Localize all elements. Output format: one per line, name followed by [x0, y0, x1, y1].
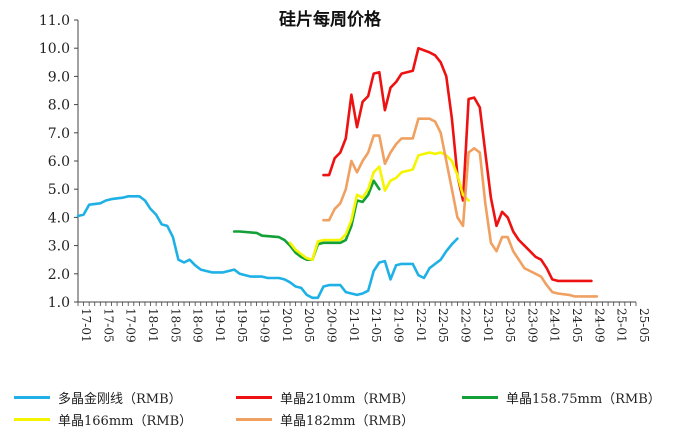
- x-tick-label: 17-05: [101, 308, 115, 343]
- legend-label: 单晶210mm（RMB）: [280, 391, 415, 407]
- legend-item-mono-158: 单晶158.75mm（RMB）: [462, 388, 661, 407]
- x-tick-label: 18-05: [168, 308, 182, 343]
- x-tick-label: 24-01: [548, 308, 562, 343]
- y-tick-label: 2.0: [48, 267, 70, 283]
- legend-swatch: [14, 395, 50, 399]
- series-line-0: [76, 195, 459, 300]
- y-tick-label: 4.0: [48, 210, 70, 226]
- chart-title: 硅片每周价格: [279, 9, 382, 30]
- x-tick-label: 22-09: [458, 308, 472, 343]
- y-tick-label: 1.0: [48, 295, 70, 311]
- legend-item-multi-diamond: 多晶金刚线（RMB）: [14, 388, 182, 407]
- y-tick-label: 10.0: [39, 41, 70, 57]
- series-layer: [76, 46, 599, 300]
- legend-label: 多晶金刚线（RMB）: [58, 391, 182, 407]
- series-line-3: [288, 151, 470, 262]
- chart: 硅片每周价格 1.0 2.0 3.0 4.0 5.0 6.0 7.0 8.0 9.0 10.0 11…: [39, 9, 651, 343]
- legend: 多晶金刚线（RMB） 单晶210mm（RMB） 单晶158.75mm（RMB） …: [0, 384, 683, 432]
- x-tick-label: 23-01: [481, 308, 495, 343]
- legend-label: 单晶182mm（RMB）: [280, 413, 415, 429]
- y-tick-label: 8.0: [48, 98, 70, 114]
- y-tick-label: 9.0: [48, 69, 70, 85]
- x-tick-label: 22-05: [436, 308, 450, 343]
- series-line-1: [322, 46, 593, 283]
- legend-item-mono-182: 单晶182mm（RMB）: [236, 410, 415, 429]
- x-axis: 17-01 17-05 17-09 18-01 18-05 18-09 19-01 19-05…: [77, 301, 651, 343]
- y-tick-label: 11.0: [39, 13, 70, 29]
- legend-swatch: [236, 417, 272, 421]
- x-tick-label: 18-01: [146, 308, 160, 343]
- x-tick-label: 21-09: [391, 308, 405, 343]
- x-tick-label: 20-05: [302, 308, 316, 343]
- x-tick-label: 19-05: [235, 308, 249, 343]
- y-tick-label: 6.0: [48, 154, 70, 170]
- y-tick-label: 7.0: [48, 126, 70, 142]
- x-tick-label: 25-05: [637, 308, 651, 343]
- x-tick-label: 21-01: [347, 308, 361, 343]
- x-tick-label: 20-09: [325, 308, 339, 343]
- y-tick-label: 3.0: [48, 239, 70, 255]
- x-tick-label: 25-01: [615, 308, 629, 343]
- x-tick-label: 24-05: [570, 308, 584, 343]
- x-tick-label: 23-09: [525, 308, 539, 343]
- y-axis: 1.0 2.0 3.0 4.0 5.0 6.0 7.0 8.0 9.0 10.0 11.0: [39, 13, 79, 311]
- x-tick-label: 21-05: [369, 308, 383, 343]
- legend-swatch: [462, 395, 498, 399]
- series-line-4: [322, 117, 599, 298]
- x-tick-label: 19-09: [258, 308, 272, 343]
- legend-item-mono-166: 单晶166mm（RMB）: [14, 410, 193, 429]
- x-tick-label: 17-09: [124, 308, 138, 343]
- x-tick-label: 24-09: [592, 308, 606, 343]
- y-tick-label: 5.0: [48, 182, 70, 198]
- legend-item-mono-210: 单晶210mm（RMB）: [236, 388, 415, 407]
- x-tick-label: 18-09: [191, 308, 205, 343]
- legend-label: 单晶166mm（RMB）: [58, 413, 193, 429]
- x-tick-label: 22-01: [414, 308, 428, 343]
- legend-swatch: [14, 417, 50, 421]
- x-tick-label: 20-01: [280, 308, 294, 343]
- legend-swatch: [236, 395, 272, 399]
- x-tick-label: 17-01: [79, 308, 93, 343]
- series-line-2: [232, 179, 381, 262]
- x-tick-label: 19-01: [213, 308, 227, 343]
- legend-label: 单晶158.75mm（RMB）: [506, 391, 661, 407]
- x-tick-label: 23-05: [503, 308, 517, 343]
